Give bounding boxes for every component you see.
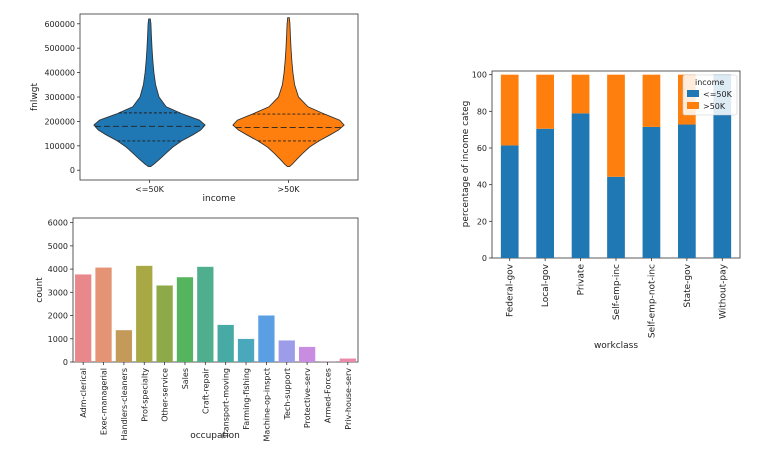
x-axis: <=50K >50K: [135, 180, 300, 194]
bar-farming-fishing: [237, 338, 255, 362]
x-tick-label: Prof-specialty: [140, 368, 149, 422]
bar-exec-managerial: [95, 267, 112, 362]
y-tick-label: 100: [472, 71, 487, 80]
y-tick-label: 400000: [44, 69, 75, 78]
y-tick-label: 1000: [48, 335, 68, 344]
x-tick-label: Craft-repair: [201, 367, 210, 414]
x-axis-label: workclass: [594, 341, 638, 351]
x-axis: Adm-clerical Exec-managerial Handlers-clea…: [79, 362, 353, 441]
bar-segment-low-income: [607, 176, 625, 258]
y-tick-label: 0: [70, 166, 75, 175]
x-tick-label: <=50K: [135, 185, 165, 194]
x-tick-label: Self-emp-not-inc: [647, 264, 657, 338]
bar-segment-high-income: [607, 74, 625, 177]
bar-tech-support: [278, 340, 295, 362]
y-axis-label: percentage of income categ: [461, 101, 471, 228]
x-tick-label: Federal-gov: [506, 263, 516, 317]
x-tick-label: Exec-managerial: [100, 368, 109, 435]
x-tick-label: Priv-house-serv: [344, 368, 353, 430]
x-axis-label: income: [203, 194, 236, 204]
legend: income <=50K >50K: [682, 74, 738, 116]
bar-segment-high-income: [571, 74, 590, 114]
y-tick-label: 4000: [48, 265, 68, 274]
y-tick-label: 60: [477, 144, 487, 153]
workclass-stacked-bar-chart: 0 20 40 60 80 100 Federal-gov Local-gov Private…: [461, 70, 741, 351]
violin-chart: 0 100000 200000 300000 400000 500000 600000 <=…: [30, 13, 359, 204]
bar-prof-specialty: [136, 265, 153, 362]
x-tick-label: Handlers-cleaners: [120, 368, 129, 440]
bar-segment-high-income: [642, 74, 661, 127]
y-tick-label: 3000: [48, 288, 68, 297]
occupation-bar-chart: 0 1000 2000 3000 4000 5000 6000 Adm-clerical Ex…: [35, 217, 359, 441]
bar-handlers-cleaners: [115, 330, 133, 362]
x-tick-label: Local-gov: [541, 263, 551, 307]
bar-priv-house-serv: [339, 358, 356, 362]
bar-segment-low-income: [713, 74, 732, 259]
y-tick-label: 200000: [44, 117, 75, 126]
bar-segment-high-income: [536, 74, 554, 129]
stacked-bars: [500, 74, 732, 259]
y-tick-label: 600000: [44, 20, 75, 29]
x-axis-label: occupation: [190, 431, 240, 441]
bar-segment-low-income: [536, 128, 554, 258]
x-tick-label: Without-pay: [718, 263, 728, 319]
x-tick-label: Protective-serv: [303, 368, 312, 428]
bar-machine-op-inspct: [258, 315, 275, 362]
y-axis: 0 20 40 60 80 100: [472, 71, 492, 263]
x-tick-label: Machine-op-inspct: [262, 368, 271, 441]
y-tick-label: 0: [482, 254, 487, 263]
bars: [75, 265, 356, 362]
bar-craft-repair: [197, 266, 214, 362]
y-axis: 0 100000 200000 300000 400000 500000 600000: [44, 20, 80, 175]
y-tick-label: 5000: [48, 242, 68, 251]
x-tick-label: Tech-support: [283, 368, 292, 421]
x-tick-label: Adm-clerical: [79, 368, 88, 418]
y-tick-label: 80: [477, 107, 487, 116]
y-axis: 0 1000 2000 3000 4000 5000 6000: [48, 219, 73, 367]
x-tick-label: Private: [577, 264, 587, 296]
x-tick-label: Transport-moving: [222, 368, 231, 439]
legend-swatch-high-income: [687, 102, 699, 109]
y-tick-label: 300000: [44, 93, 75, 102]
y-axis-label: fnlwgt: [30, 83, 40, 111]
x-tick-label: Farming-fishing: [242, 368, 251, 430]
bar-segment-low-income: [642, 126, 661, 259]
bar-segment-low-income: [571, 113, 590, 258]
legend-swatch-low-income: [687, 90, 699, 97]
bar-other-service: [156, 285, 173, 362]
y-axis-label: count: [35, 277, 45, 303]
violin-high-income: [232, 17, 345, 168]
violins: [93, 17, 345, 168]
violin-low-income: [93, 18, 206, 168]
bar-segment-low-income: [500, 145, 519, 258]
x-tick-label: Armed-Forces: [323, 368, 332, 423]
y-tick-label: 100000: [44, 142, 75, 151]
bar-adm-clerical: [75, 274, 92, 362]
legend-title: income: [695, 78, 724, 87]
y-tick-label: 0: [63, 358, 68, 367]
x-tick-label: State-gov: [683, 263, 693, 307]
bar-sales: [176, 277, 194, 362]
bar-segment-high-income: [500, 74, 519, 146]
y-tick-label: 40: [477, 181, 487, 190]
plot-frame: [72, 217, 359, 363]
legend-label: >50K: [703, 102, 726, 111]
x-tick-label: >50K: [277, 185, 300, 194]
y-tick-label: 6000: [48, 219, 68, 228]
legend-label: <=50K: [703, 90, 733, 99]
plot-frame: [79, 13, 359, 181]
bar-protective-serv: [298, 346, 316, 362]
x-tick-label: Self-emp-inc: [612, 264, 622, 320]
bar-transport-moving: [217, 324, 234, 362]
x-tick-label: Sales: [181, 368, 190, 389]
y-tick-label: 20: [477, 217, 487, 226]
y-tick-label: 2000: [48, 312, 68, 321]
x-tick-label: Other-service: [161, 368, 170, 422]
y-tick-label: 500000: [44, 44, 75, 53]
x-axis: Federal-gov Local-gov Private Self-emp-inc S…: [506, 258, 728, 338]
bar-segment-low-income: [678, 124, 696, 259]
